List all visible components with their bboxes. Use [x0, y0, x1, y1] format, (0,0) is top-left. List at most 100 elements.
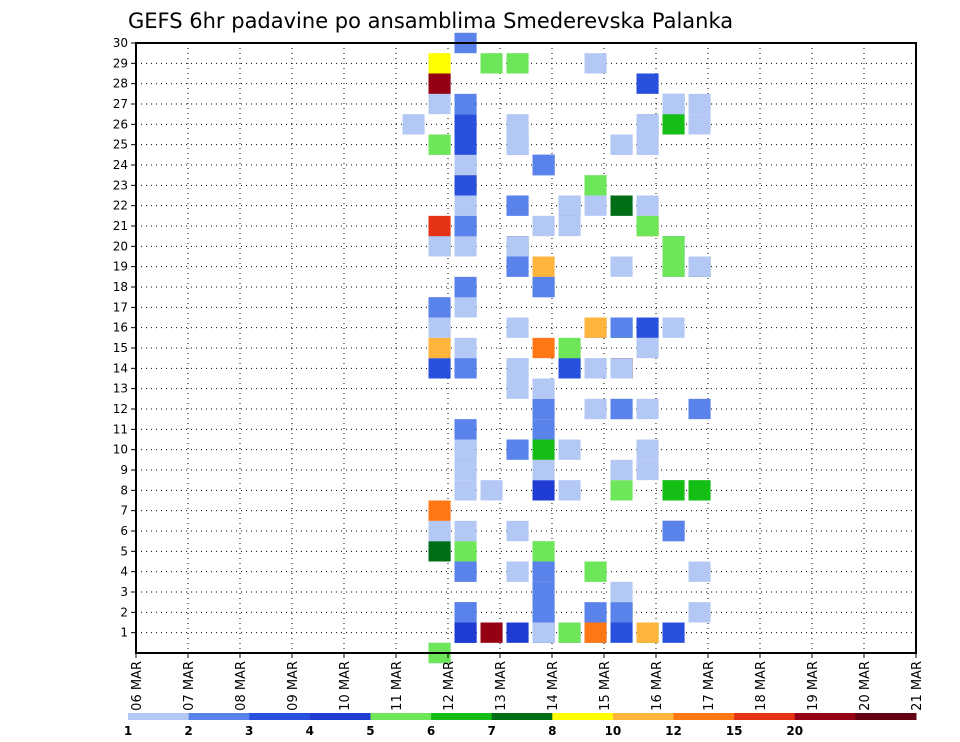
heatmap-cell [428, 337, 451, 359]
heatmap-cell [428, 317, 451, 338]
heatmap-cell [454, 154, 477, 176]
heatmap-cell [688, 602, 711, 623]
y-tick-label: 15 [113, 341, 128, 355]
heatmap-cell [662, 114, 685, 135]
legend-bound-label: 12 [665, 724, 682, 738]
heatmap-cell [454, 541, 477, 562]
heatmap-cell [558, 195, 581, 216]
heatmap-cell [636, 398, 659, 420]
legend-color-swatch [249, 713, 311, 720]
heatmap-cell [636, 215, 659, 237]
legend-color-swatch [612, 713, 675, 720]
heatmap-cell [532, 602, 555, 623]
heatmap-cell [558, 439, 581, 460]
heatmap-cell [636, 134, 659, 155]
heatmap-cell [506, 358, 529, 379]
heatmap-cell [428, 358, 451, 379]
heatmap-cell [636, 622, 659, 643]
y-tick-label: 3 [120, 585, 128, 599]
x-tick-label: 15 MAR [598, 661, 613, 711]
heatmap-cell [428, 93, 451, 115]
heatmap-cell [532, 419, 555, 440]
heatmap-cell [610, 602, 633, 623]
heatmap-cell [610, 256, 633, 277]
y-tick-label: 12 [113, 402, 128, 416]
legend-bound-label: 4 [306, 724, 314, 738]
heatmap-cell [688, 561, 711, 582]
heatmap-cell [610, 622, 633, 643]
heatmap-cell [688, 256, 711, 277]
heatmap-cell [688, 398, 711, 420]
heatmap-cell [454, 134, 477, 155]
heatmap-cell [584, 195, 607, 216]
legend-bound-label: 6 [427, 724, 435, 738]
heatmap-cell [506, 256, 529, 277]
heatmap-cell [506, 561, 529, 582]
heatmap-cell [532, 561, 555, 582]
x-tick-label: 20 MAR [858, 661, 873, 711]
heatmap-cell [454, 419, 477, 440]
heatmap-cell [428, 73, 451, 94]
heatmap-cell [584, 53, 607, 74]
heatmap-cell [532, 378, 555, 399]
heatmap-cell [454, 561, 477, 582]
legend-bound-label: 2 [184, 724, 192, 738]
heatmap-cell [532, 459, 555, 481]
y-tick-label: 27 [113, 97, 128, 111]
heatmap-cell [532, 337, 555, 359]
heatmap-cell [610, 398, 633, 420]
heatmap-cell [454, 459, 477, 481]
heatmap-cell [428, 500, 451, 521]
heatmap-cell [454, 276, 477, 298]
heatmap-cell [662, 622, 685, 643]
heatmap-cell [610, 195, 633, 216]
heatmap-cell [454, 337, 477, 359]
legend-color-swatch [128, 713, 190, 720]
x-tick-label: 21 MAR [910, 661, 925, 711]
heatmap-cell [584, 622, 607, 643]
heatmap-cell [610, 317, 633, 338]
x-tick-label: 11 MAR [390, 661, 405, 711]
x-tick-label: 18 MAR [754, 661, 769, 711]
x-tick-label: 19 MAR [806, 661, 821, 711]
heatmap-cell [506, 114, 529, 135]
heatmap-cell [428, 215, 451, 237]
heatmap-cell [636, 459, 659, 481]
heatmap-cell [688, 480, 711, 501]
heatmap-cell [454, 480, 477, 501]
heatmap-cell [454, 439, 477, 460]
heatmap-cell [662, 256, 685, 277]
heatmap-cell [506, 622, 529, 643]
y-tick-label: 25 [113, 138, 128, 152]
legend-bound-label: 15 [726, 724, 743, 738]
x-tick-label: 14 MAR [546, 661, 561, 711]
x-tick-label: 06 MAR [130, 661, 145, 711]
x-tick-label: 13 MAR [494, 661, 509, 711]
y-tick-label: 7 [120, 504, 128, 518]
heatmap-cell [532, 256, 555, 277]
heatmap-cell [506, 520, 529, 542]
cells-layer [402, 32, 711, 664]
x-tick-label: 08 MAR [234, 661, 249, 711]
x-tick-label: 10 MAR [338, 661, 353, 711]
heatmap-cell [532, 581, 555, 603]
y-tick-label: 26 [113, 117, 128, 131]
y-tick-label: 2 [120, 605, 128, 619]
y-tick-label: 14 [113, 361, 128, 375]
heatmap-cell [454, 236, 477, 257]
heatmap-cell [532, 480, 555, 501]
legend-bound-label: 5 [366, 724, 374, 738]
legend-color-swatch [794, 713, 856, 720]
heatmap-cell [454, 358, 477, 379]
heatmap-cell [558, 215, 581, 237]
legend-color-swatch [309, 713, 371, 720]
legend-color-swatch [734, 713, 796, 720]
heatmap-cell [636, 195, 659, 216]
heatmap-cell [454, 114, 477, 135]
y-tick-label: 6 [120, 524, 128, 538]
heatmap-cell [428, 134, 451, 155]
heatmap-cell [532, 154, 555, 176]
heatmap-cell [506, 134, 529, 155]
y-tick-label: 18 [113, 280, 128, 294]
